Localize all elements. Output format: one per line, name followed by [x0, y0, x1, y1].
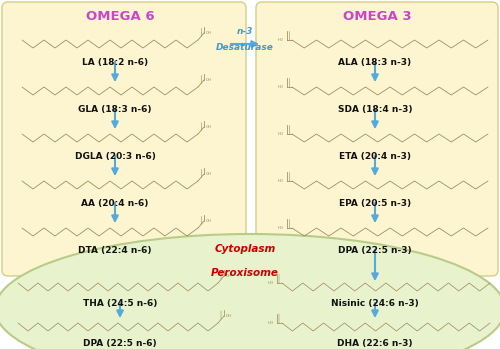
Text: DPA (22:5 n-6): DPA (22:5 n-6)	[83, 339, 157, 348]
Text: HO: HO	[278, 85, 284, 89]
Text: DPA (22:5 n-3): DPA (22:5 n-3)	[338, 246, 412, 255]
Text: Desaturase: Desaturase	[216, 43, 274, 52]
Text: Nisinic (24:6 n-3): Nisinic (24:6 n-3)	[331, 299, 419, 308]
Text: ETA (20:4 n-3): ETA (20:4 n-3)	[339, 152, 411, 161]
Text: HO: HO	[278, 38, 284, 42]
Text: ALA (18:3 n-3): ALA (18:3 n-3)	[338, 58, 411, 67]
Text: THA (24:5 n-6): THA (24:5 n-6)	[83, 299, 157, 308]
Ellipse shape	[0, 234, 500, 349]
Text: OMEGA 6: OMEGA 6	[86, 10, 154, 23]
Text: OH: OH	[206, 219, 212, 223]
Text: LA (18:2 n-6): LA (18:2 n-6)	[82, 58, 148, 67]
Text: OH: OH	[206, 31, 212, 35]
Text: SDA (18:4 n-3): SDA (18:4 n-3)	[338, 105, 412, 114]
Text: HO: HO	[268, 281, 274, 285]
Text: EPA (20:5 n-3): EPA (20:5 n-3)	[339, 199, 411, 208]
Text: DGLA (20:3 n-6): DGLA (20:3 n-6)	[74, 152, 156, 161]
Text: HO: HO	[278, 132, 284, 136]
Text: OH: OH	[206, 125, 212, 129]
Text: HO: HO	[268, 321, 274, 325]
Text: OH: OH	[226, 274, 232, 278]
Text: OMEGA 3: OMEGA 3	[342, 10, 411, 23]
FancyBboxPatch shape	[256, 2, 498, 276]
Text: DHA (22:6 n-3): DHA (22:6 n-3)	[337, 339, 413, 348]
Text: OH: OH	[206, 78, 212, 82]
Text: OH: OH	[206, 172, 212, 176]
FancyBboxPatch shape	[2, 2, 246, 276]
Text: GLA (18:3 n-6): GLA (18:3 n-6)	[78, 105, 152, 114]
Text: OH: OH	[226, 314, 232, 318]
Text: HO: HO	[278, 179, 284, 183]
Text: n-3: n-3	[237, 27, 253, 36]
Text: DTA (22:4 n-6): DTA (22:4 n-6)	[78, 246, 152, 255]
Text: HO: HO	[278, 226, 284, 230]
Text: Peroxisome: Peroxisome	[211, 268, 279, 278]
Text: Cytoplasm: Cytoplasm	[214, 244, 276, 254]
Text: AA (20:4 n-6): AA (20:4 n-6)	[82, 199, 148, 208]
